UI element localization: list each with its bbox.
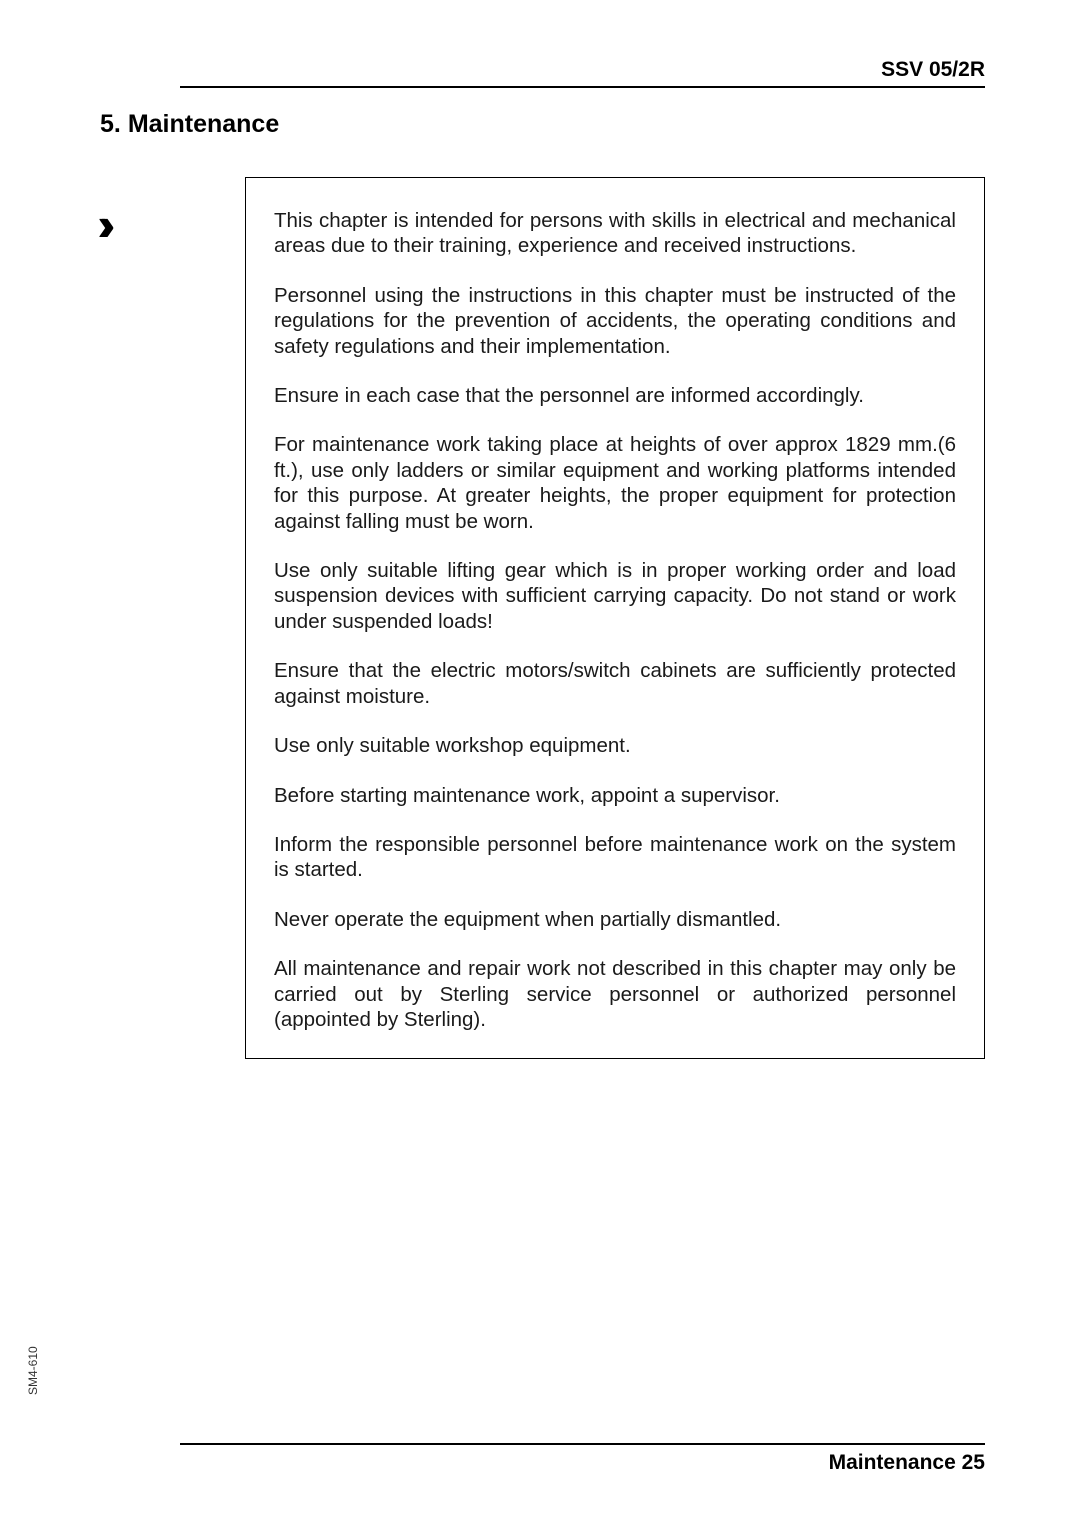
paragraph: All maintenance and repair work not desc…	[274, 956, 956, 1032]
paragraph: Use only suitable workshop equipment.	[274, 733, 956, 758]
paragraph: Inform the responsible personnel before …	[274, 832, 956, 883]
section-number: 5.	[100, 110, 121, 138]
paragraph: This chapter is intended for persons wit…	[274, 208, 956, 259]
side-code: SM4-610	[26, 1346, 40, 1395]
footer-label: Maintenance 25	[180, 1451, 985, 1475]
paragraph: For maintenance work taking place at hei…	[274, 432, 956, 534]
footer-rule	[180, 1443, 985, 1445]
icon-column: ››	[100, 177, 245, 1059]
section-title-text: Maintenance	[128, 110, 279, 138]
paragraph: Ensure that the electric motors/switch c…	[274, 658, 956, 709]
paragraph: Ensure in each case that the personnel a…	[274, 383, 956, 408]
page: SSV 05/2R 5. Maintenance ›› This chapter…	[0, 0, 1080, 1525]
paragraph: Never operate the equipment when partial…	[274, 907, 956, 932]
header-area: SSV 05/2R	[180, 58, 985, 88]
header-rule	[180, 86, 985, 88]
paragraph: Use only suitable lifting gear which is …	[274, 558, 956, 634]
section-title: 5. Maintenance	[100, 110, 985, 139]
footer-area: Maintenance 25	[180, 1443, 985, 1475]
paragraph: Personnel using the instructions in this…	[274, 283, 956, 359]
paragraph: Before starting maintenance work, appoin…	[274, 783, 956, 808]
info-box: This chapter is intended for persons wit…	[245, 177, 985, 1059]
header-label: SSV 05/2R	[180, 58, 985, 86]
double-chevron-right-icon: ››	[100, 201, 245, 247]
content-row: ›› This chapter is intended for persons …	[100, 177, 985, 1059]
